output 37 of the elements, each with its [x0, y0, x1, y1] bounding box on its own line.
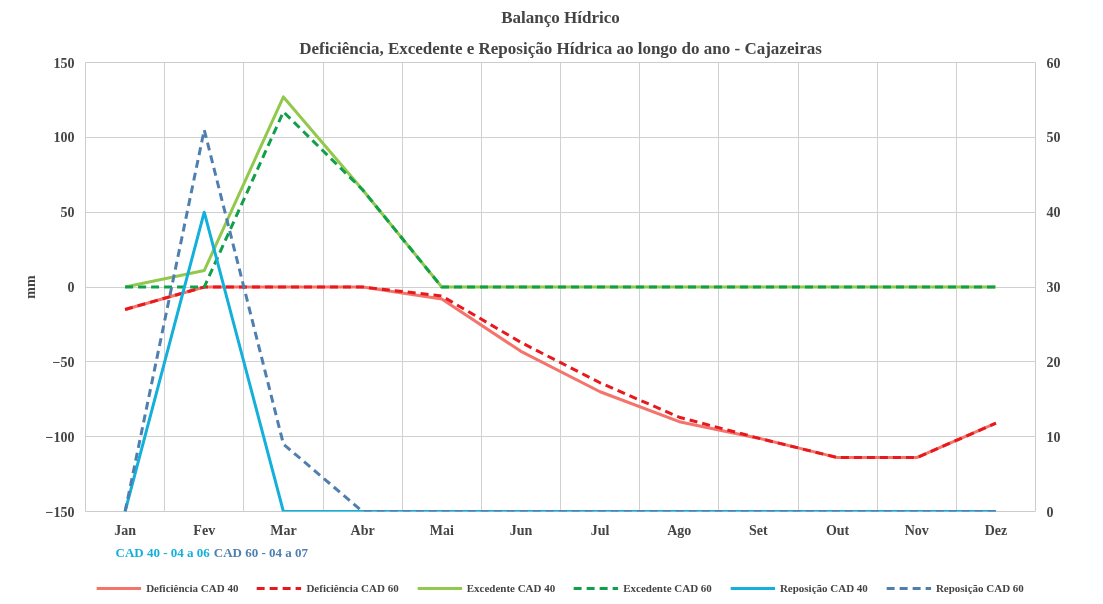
- legend-label: Deficiência CAD 40: [146, 582, 239, 594]
- y2-tick-label: 10: [1046, 429, 1061, 445]
- y-tick-label: −150: [45, 504, 75, 520]
- legend-label: Deficiência CAD 60: [306, 582, 399, 594]
- x-tick-label: Abr: [350, 522, 375, 538]
- x-tick-label: Mar: [270, 522, 297, 538]
- y-tick-label: 100: [53, 130, 75, 146]
- y-tick-label: −100: [45, 429, 75, 445]
- x-tick-label: Set: [749, 522, 769, 538]
- x-tick-label: Jul: [590, 522, 610, 538]
- x-tick-label: Nov: [904, 522, 929, 538]
- legend-label: Reposição CAD 40: [779, 582, 868, 594]
- y2-tick-label: 60: [1046, 55, 1061, 71]
- x-tick-label: Mai: [429, 522, 454, 538]
- y-tick-label: 50: [60, 205, 75, 221]
- y2-tick-label: 0: [1046, 504, 1054, 520]
- chart-subtitle: Deficiência, Excedente e Reposição Hídrica ao longo do ano - Cajazeiras: [299, 38, 823, 58]
- x-tick-label: Ago: [667, 522, 692, 538]
- y2-tick-label: 20: [1046, 354, 1061, 370]
- legend-label: Excedente CAD 60: [623, 582, 712, 594]
- x-tick-label: Out: [825, 522, 850, 538]
- y2-tick-label: 40: [1046, 205, 1061, 221]
- y-tick-label: 150: [53, 55, 75, 71]
- chart-title: Balanço Hídrico: [501, 7, 620, 27]
- y-tick-label: −50: [52, 354, 75, 370]
- x-tick-label: Dez: [984, 522, 1008, 538]
- x-tick-label: Fev: [193, 522, 216, 538]
- y-axis-title: mm: [22, 275, 38, 299]
- x-tick-label: Jan: [114, 522, 137, 538]
- y2-tick-label: 30: [1046, 280, 1061, 295]
- legend-label: Excedente CAD 40: [466, 582, 556, 594]
- legend-label: Reposição CAD 60: [935, 582, 1024, 594]
- text: CAD 60 - 04 a 07: [213, 544, 309, 560]
- x-tick-label: Jun: [509, 522, 533, 538]
- y2-tick-label: 50: [1046, 130, 1061, 146]
- text: CAD 40 - 04 a 06: [115, 544, 211, 560]
- y-tick-label: 0: [67, 280, 75, 295]
